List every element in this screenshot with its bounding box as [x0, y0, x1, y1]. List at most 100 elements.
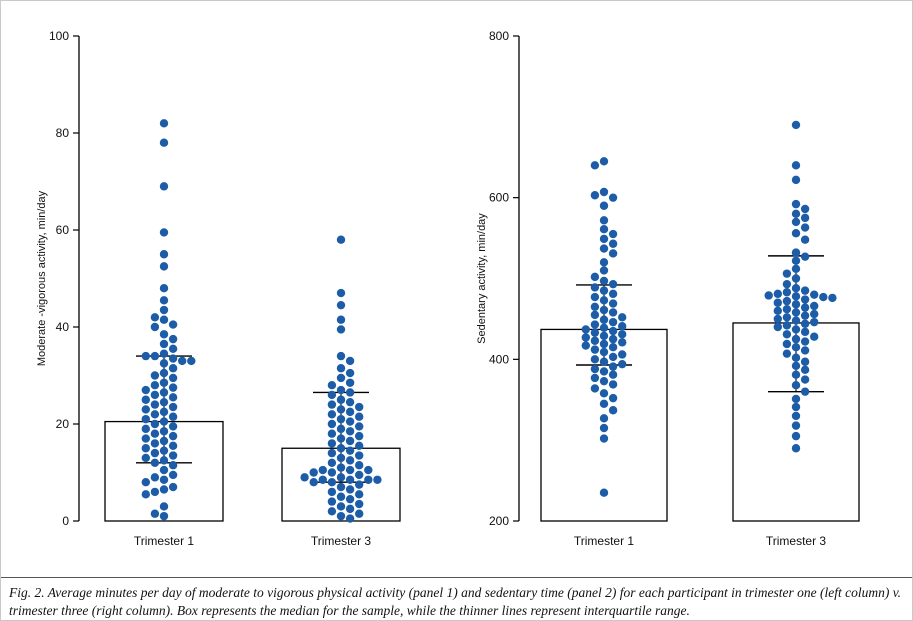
data-dot	[318, 465, 327, 475]
data-dot	[141, 385, 150, 395]
data-dot	[608, 326, 618, 336]
data-dot	[618, 350, 627, 359]
data-dot	[336, 300, 346, 310]
y-axis-label: Sedentary activity, min/day	[476, 213, 488, 344]
data-dot	[345, 407, 355, 417]
data-dot	[599, 258, 609, 267]
data-dot	[159, 485, 169, 494]
data-dot	[159, 250, 169, 259]
data-dot	[159, 228, 169, 237]
data-dot	[355, 422, 364, 431]
data-dot	[327, 410, 337, 419]
data-dot	[590, 364, 600, 374]
data-dot	[791, 402, 801, 412]
data-dot	[168, 344, 178, 354]
data-dot	[355, 509, 364, 518]
data-dot	[336, 434, 346, 443]
data-dot	[150, 400, 160, 409]
data-dot	[355, 441, 364, 451]
data-dot	[791, 209, 801, 219]
data-dot	[336, 288, 346, 298]
data-dot	[828, 293, 837, 303]
y-tick-label: 200	[489, 514, 509, 528]
data-dot	[373, 475, 382, 484]
data-dot	[608, 308, 618, 317]
data-dot	[336, 325, 346, 334]
data-dot	[599, 244, 609, 253]
data-dot	[782, 296, 792, 306]
data-dot	[800, 311, 810, 320]
data-dot	[791, 308, 801, 317]
data-dot	[791, 381, 801, 390]
data-dot	[608, 380, 618, 389]
data-dot	[599, 347, 609, 357]
data-dot	[618, 313, 627, 322]
data-dot	[355, 412, 364, 421]
data-dot	[159, 417, 169, 426]
data-dot	[141, 414, 150, 424]
data-dot	[141, 453, 150, 463]
data-dot	[168, 461, 178, 470]
data-dot	[791, 229, 801, 238]
data-dot	[791, 353, 801, 362]
data-dot	[810, 309, 819, 319]
data-dot	[336, 492, 346, 501]
data-dot	[336, 473, 346, 482]
data-dot	[150, 371, 160, 380]
data-dot	[345, 368, 355, 378]
data-dot	[150, 410, 160, 419]
y-tick-label: 600	[489, 191, 509, 205]
data-dot	[336, 453, 346, 463]
data-dot	[150, 351, 160, 361]
data-dot	[327, 448, 337, 458]
data-dot	[345, 485, 355, 494]
data-dot	[159, 456, 169, 465]
data-dot	[345, 356, 355, 366]
data-dot	[599, 423, 609, 433]
data-dot	[599, 339, 609, 349]
data-dot	[608, 362, 618, 371]
data-dot	[168, 354, 178, 363]
data-dot	[150, 381, 160, 390]
data-dot	[327, 497, 337, 506]
data-dot	[327, 507, 337, 516]
data-dot	[159, 315, 169, 324]
data-dot	[608, 406, 618, 415]
data-dot	[791, 175, 801, 185]
data-dot	[336, 385, 346, 395]
data-dot	[782, 288, 792, 297]
data-dot	[336, 373, 346, 383]
category-group-2	[732, 120, 860, 522]
data-dot	[581, 325, 590, 334]
data-dot	[345, 436, 355, 446]
data-dot	[327, 478, 337, 487]
figure-2-charts: 0 20 40 60 80 100 Moderate -vigorous activity,…	[36, 29, 860, 548]
y-tick-label: 20	[56, 417, 70, 431]
data-dot	[590, 373, 600, 383]
category-label: Trimester 3	[766, 534, 827, 548]
data-dot	[791, 370, 801, 379]
data-dot	[309, 478, 318, 487]
data-dot	[618, 330, 627, 339]
data-dot	[618, 321, 627, 331]
data-dot	[599, 201, 609, 210]
data-dot	[355, 402, 364, 412]
data-dot	[590, 292, 600, 302]
data-dot	[159, 407, 169, 417]
data-dot	[159, 330, 169, 339]
data-dot	[608, 229, 618, 239]
data-dot	[608, 334, 618, 344]
data-dot	[336, 235, 346, 244]
data-dot	[590, 272, 600, 282]
data-dot	[336, 405, 346, 414]
data-dot	[150, 448, 160, 458]
data-dot	[345, 504, 355, 514]
data-dot	[300, 473, 309, 482]
data-dot	[168, 441, 178, 451]
data-dot	[159, 502, 169, 511]
data-dot	[318, 475, 327, 484]
data-dot	[345, 397, 355, 407]
chart-area: 0 20 40 60 80 100 Moderate -vigorous activity,…	[1, 1, 912, 577]
data-dot	[345, 465, 355, 475]
data-dot	[345, 514, 355, 523]
